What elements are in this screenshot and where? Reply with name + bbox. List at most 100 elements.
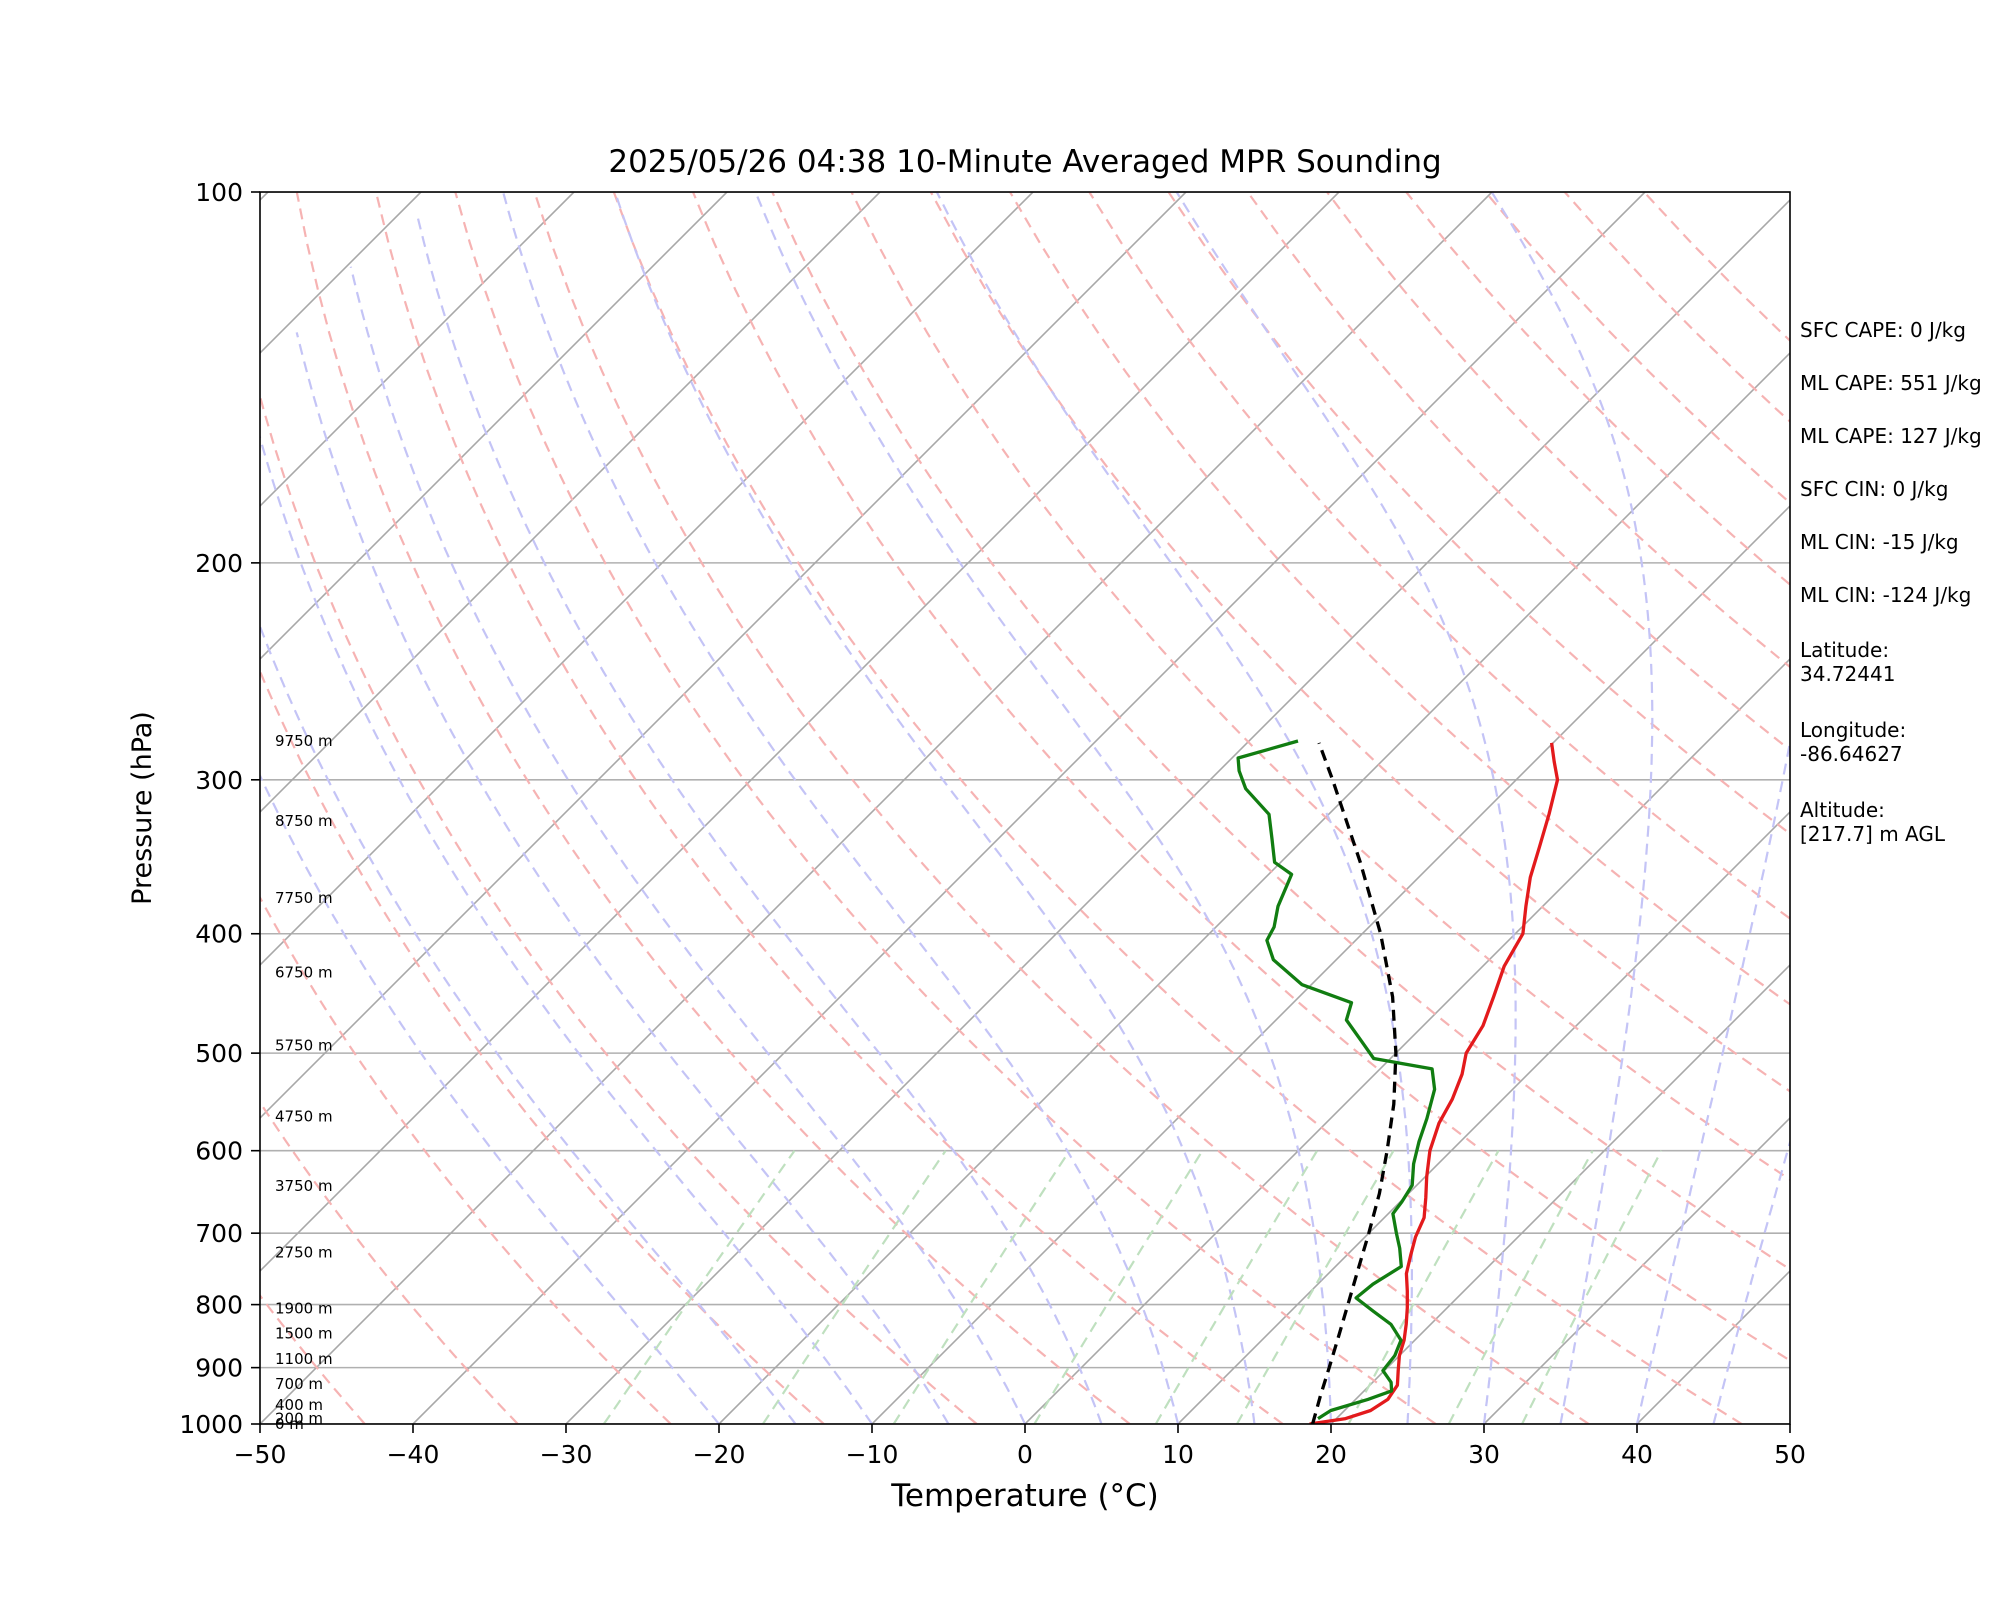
- x-tick-label: 20: [1315, 1440, 1347, 1469]
- dry-adiabat-line: [1167, 192, 1790, 836]
- ml-cin-text-1: ML CIN: -15 J/kg: [1800, 530, 1959, 554]
- dry-adiabat-line: [929, 192, 1790, 1093]
- height-label: 4750 m: [275, 1108, 333, 1126]
- dry-adiabat-line: [374, 192, 1284, 1424]
- temperature-profile: [1309, 742, 1560, 1424]
- isotherm-line: [260, 192, 881, 814]
- x-axis-label: Temperature (°C): [890, 1478, 1159, 1514]
- y-tick-label: 600: [195, 1137, 243, 1166]
- x-tick-label: 30: [1468, 1440, 1500, 1469]
- ml-cin-text-2: ML CIN: -124 J/kg: [1800, 583, 1972, 607]
- y-tick-label: 400: [195, 920, 243, 949]
- isotherm-line: [718, 351, 1790, 1424]
- x-tick-label: −20: [693, 1440, 746, 1469]
- mixing-ratio-line: [1033, 1150, 1204, 1424]
- x-tick-label: 10: [1162, 1440, 1194, 1469]
- dry-adiabat-line: [260, 1293, 366, 1424]
- isotherm-line: [565, 198, 1790, 1424]
- height-label: 1900 m: [275, 1300, 333, 1318]
- dry-adiabat-line: [533, 192, 1590, 1424]
- height-label: 7750 m: [275, 889, 333, 907]
- height-label: 1100 m: [275, 1350, 333, 1368]
- isotherm-line: [260, 192, 1340, 1273]
- y-tick-label: 1000: [179, 1410, 243, 1439]
- mixing-ratio-line: [892, 1150, 1071, 1424]
- moist-adiabat-line: [502, 192, 1180, 1424]
- dry-adiabat-line: [1009, 192, 1790, 1006]
- sfc-cape-text: SFC CAPE: 0 J/kg: [1800, 318, 1966, 342]
- y-tick-label: 200: [195, 549, 243, 578]
- mixing-ratio-line: [1236, 1150, 1395, 1424]
- y-tick-label: 100: [195, 178, 243, 207]
- mixing-ratio-line: [1347, 1150, 1500, 1424]
- moist-adiabat-line: [416, 217, 1103, 1424]
- moist-adiabat-line: [260, 433, 873, 1424]
- x-axis-ticks: −50 −40 −30 −20 −10 0 10 20 30 40 50: [234, 1424, 1806, 1469]
- isotherm-line: [260, 192, 575, 508]
- dry-adiabat-line: [691, 192, 1790, 1362]
- mixing-ratio-line: [1154, 1150, 1319, 1424]
- moist-adiabat-line: [754, 192, 1333, 1424]
- moist-adiabat-line: [613, 192, 1256, 1424]
- y-tick-label: 900: [195, 1354, 243, 1383]
- y-tick-label: 800: [195, 1291, 243, 1320]
- mixing-ratio-line: [1447, 1150, 1594, 1424]
- parcel-path: [1311, 742, 1398, 1424]
- mixing-ratio-line: [602, 1150, 796, 1424]
- isotherm-line: [1024, 657, 1790, 1424]
- dry-adiabat-line: [295, 192, 1131, 1424]
- background-reference-lines: [0, 192, 1790, 1424]
- moist-adiabat-line: [1490, 192, 1654, 1424]
- x-tick-label: 50: [1774, 1440, 1806, 1469]
- moist-adiabat-line: [349, 266, 1026, 1424]
- isotherm-line: [260, 192, 1034, 967]
- y-axis-label: Pressure (hPa): [127, 711, 158, 905]
- height-label: 8750 m: [275, 812, 333, 830]
- dry-adiabat-line: [454, 192, 1437, 1424]
- y-tick-label: 500: [195, 1039, 243, 1068]
- isotherm-line: [1483, 1116, 1790, 1424]
- height-label: 5750 m: [275, 1037, 333, 1055]
- isotherm-line: [260, 192, 1187, 1120]
- sounding-profiles: [1236, 739, 1560, 1424]
- isotherm-line: [0, 192, 115, 1424]
- dry-adiabat-line: [1246, 192, 1790, 752]
- x-tick-label: −30: [540, 1440, 593, 1469]
- moist-adiabat-line: [295, 332, 950, 1424]
- height-label: 2750 m: [275, 1244, 333, 1262]
- height-label: 3750 m: [275, 1177, 333, 1195]
- x-tick-label: 40: [1621, 1440, 1653, 1469]
- isotherm-line: [1177, 810, 1790, 1424]
- moist-adiabat-line: [260, 773, 720, 1424]
- x-tick-label: −10: [846, 1440, 899, 1469]
- latitude-text: Latitude: 34.72441: [1800, 638, 1896, 686]
- y-axis-ticks: 100 200 300 400 500 600 700 800 900 1000: [179, 178, 260, 1439]
- moist-adiabat-line: [260, 623, 797, 1424]
- dry-adiabat-line: [260, 668, 825, 1424]
- moist-adiabat-line: [1635, 736, 1790, 1424]
- height-label: 1500 m: [275, 1324, 333, 1342]
- dewpoint-profile: [1236, 739, 1437, 1420]
- height-label: 6750 m: [275, 963, 333, 981]
- moist-adiabat-line: [1175, 192, 1517, 1424]
- height-label: 9750 m: [275, 732, 333, 750]
- ml-cape-text-2: ML CAPE: 127 J/kg: [1800, 424, 1982, 448]
- height-label: 400 m: [275, 1396, 323, 1414]
- mixing-ratio-line: [1521, 1150, 1663, 1424]
- dry-adiabat-line: [612, 192, 1743, 1424]
- x-tick-label: 0: [1017, 1440, 1033, 1469]
- plot-frame: [259, 191, 1791, 1425]
- dry-adiabat-line: [260, 1100, 519, 1424]
- y-tick-label: 300: [195, 766, 243, 795]
- height-label: 700 m: [275, 1375, 323, 1393]
- isotherm-line: [412, 192, 1646, 1424]
- isotherm-line: [871, 504, 1790, 1424]
- height-label: 200 m: [275, 1410, 323, 1428]
- sfc-cin-text: SFC CIN: 0 J/kg: [1800, 477, 1949, 501]
- chart-title: 2025/05/26 04:38 10-Minute Averaged MPR …: [608, 144, 1441, 180]
- ml-cape-text-1: ML CAPE: 551 J/kg: [1800, 371, 1982, 395]
- isotherm-line: [1330, 963, 1790, 1424]
- altitude-text: Altitude: [217.7] m AGL: [1800, 798, 1946, 846]
